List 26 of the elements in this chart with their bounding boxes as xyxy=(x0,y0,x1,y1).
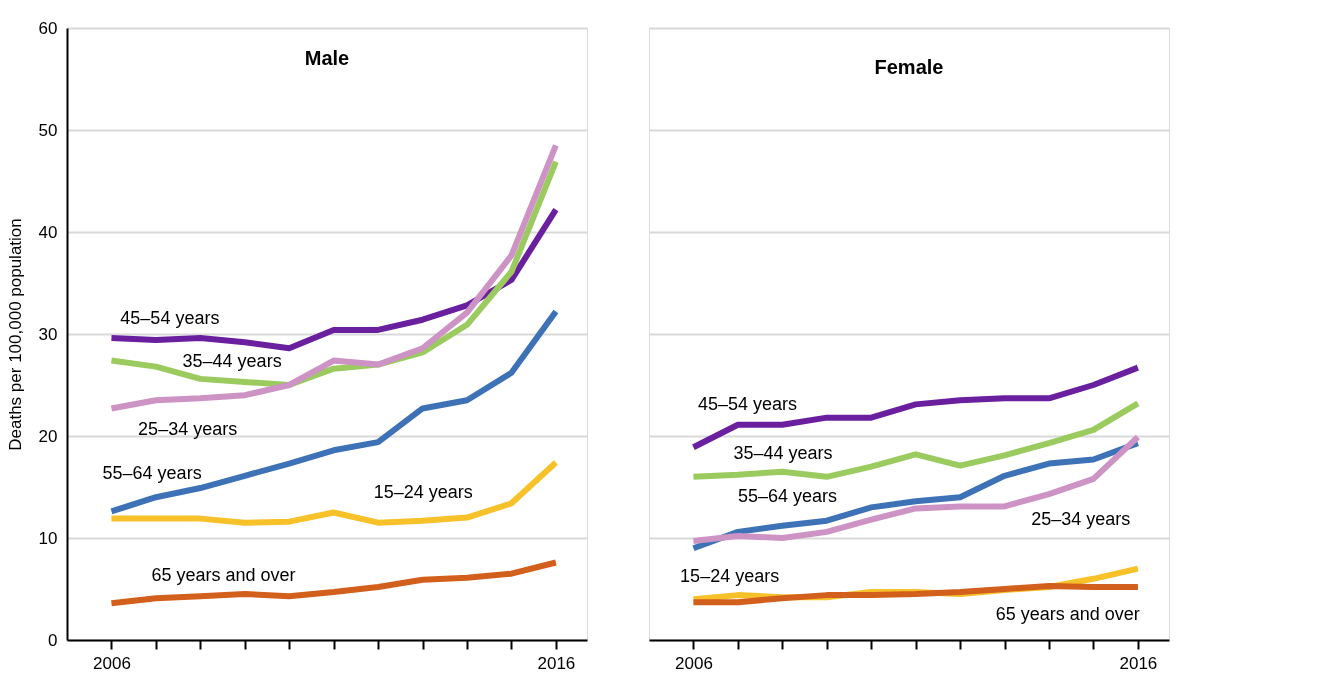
y-tick-label: 40 xyxy=(38,222,58,242)
y-tick-label: 0 xyxy=(48,630,58,650)
y-axis-title: Deaths per 100,000 population xyxy=(5,218,25,451)
series-label: 35–44 years xyxy=(182,350,282,371)
x-tick-label: 2016 xyxy=(1119,653,1158,673)
x-tick-label: 2006 xyxy=(675,653,713,673)
series-label: 65 years and over xyxy=(995,603,1140,624)
series-label: 25–34 years xyxy=(1031,508,1131,529)
x-tick-label: 2006 xyxy=(93,653,131,673)
series-label: 25–34 years xyxy=(138,418,238,439)
series-label: 55–64 years xyxy=(102,462,202,483)
series-label: 45–54 years xyxy=(697,394,797,415)
x-tick-label: 2016 xyxy=(537,653,576,673)
y-tick-label: 50 xyxy=(38,120,58,140)
series-label: 15–24 years xyxy=(373,482,473,503)
y-tick-label: 20 xyxy=(38,426,58,446)
text: Female xyxy=(874,56,944,78)
y-tick-label: 10 xyxy=(38,528,58,548)
series-label: 45–54 years xyxy=(120,307,220,328)
series-label: 35–44 years xyxy=(733,443,833,464)
series-label: 65 years and over xyxy=(151,564,296,585)
y-tick-label: 60 xyxy=(38,18,58,38)
text: Male xyxy=(304,47,350,69)
series-label: 15–24 years xyxy=(680,565,780,586)
series-label: 55–64 years xyxy=(737,486,837,507)
y-tick-label: 30 xyxy=(38,324,58,344)
